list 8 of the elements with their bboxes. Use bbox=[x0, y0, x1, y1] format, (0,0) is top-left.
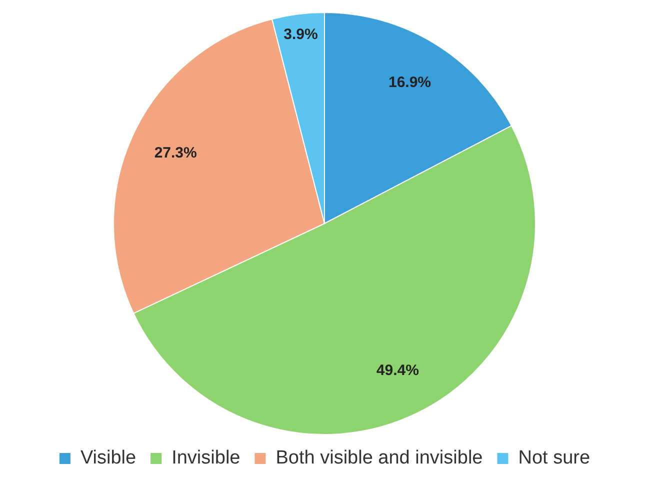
data-label: 49.4% bbox=[376, 362, 419, 380]
legend-label: Both visible and invisible bbox=[276, 448, 483, 469]
data-label: 3.9% bbox=[284, 26, 318, 44]
legend-label: Visible bbox=[80, 448, 136, 469]
legend-label: Invisible bbox=[172, 448, 240, 469]
data-label: 27.3% bbox=[154, 144, 197, 162]
data-label: 16.9% bbox=[388, 74, 432, 91]
legend-label: Not sure bbox=[518, 448, 590, 469]
